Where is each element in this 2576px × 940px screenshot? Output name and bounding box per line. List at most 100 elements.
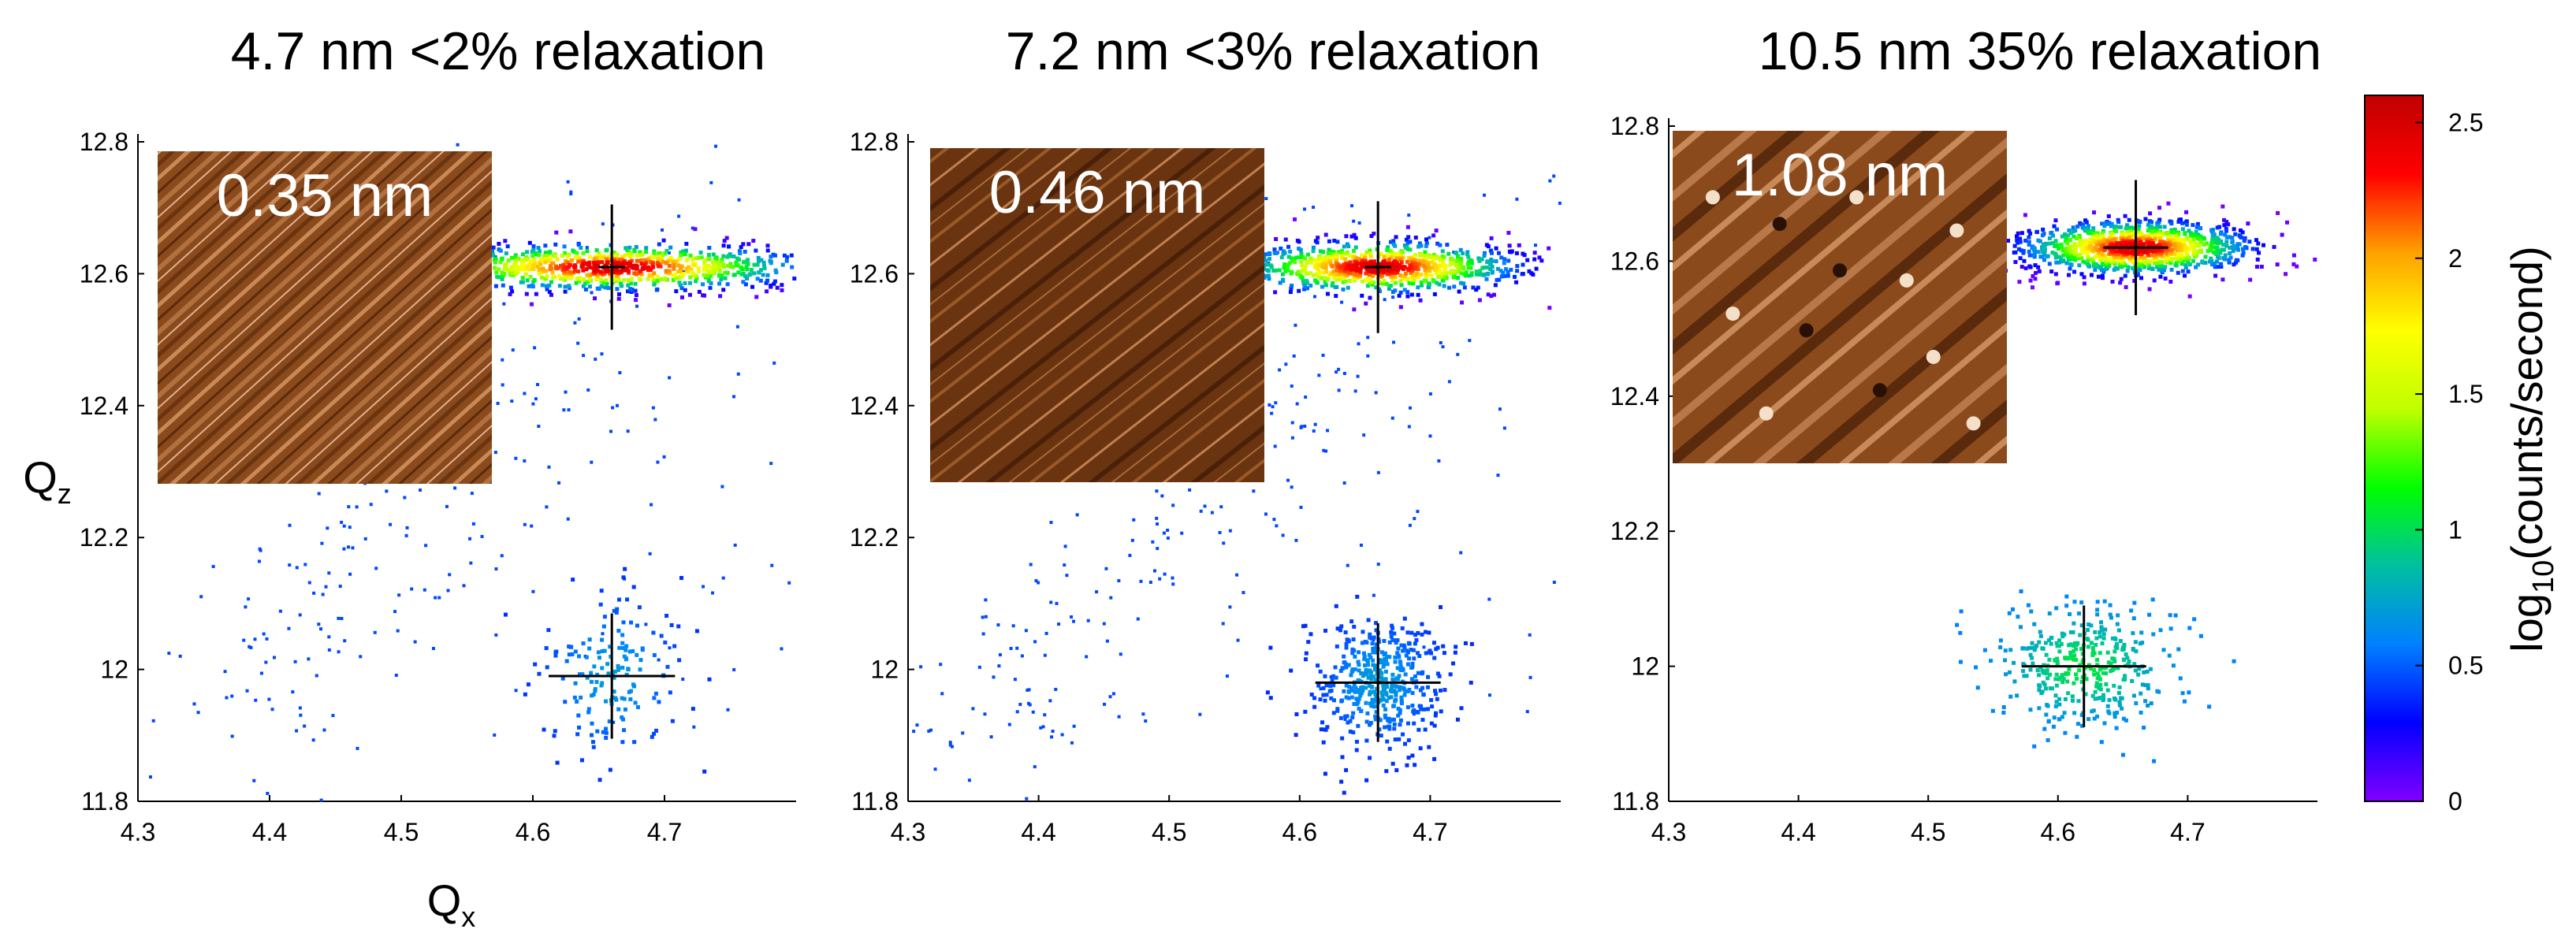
scatter-point (659, 277, 664, 281)
scatter-point (585, 249, 590, 254)
scatter-point (1432, 292, 1437, 296)
scatter-point (2091, 228, 2096, 233)
scatter-point (706, 252, 711, 257)
scatter-point (736, 257, 741, 262)
scatter-point (553, 254, 557, 258)
scatter-point (1290, 385, 1294, 388)
scatter-point (2218, 251, 2223, 255)
scatter-point (1425, 685, 1430, 689)
scatter-point (2135, 271, 2140, 276)
scatter-point (1398, 273, 1402, 277)
scatter-point (1338, 268, 1343, 273)
scatter-point (562, 408, 566, 412)
scatter-point (594, 256, 599, 261)
scatter-point (1409, 648, 1413, 652)
scatter-point (2051, 240, 2056, 245)
scatter-point (2027, 235, 2031, 240)
scatter-point (2071, 630, 2075, 634)
scatter-point (1219, 505, 1223, 509)
colorbar-label: log10(counts/second) (2502, 246, 2560, 652)
scatter-point (2138, 268, 2142, 273)
scatter-point (1188, 488, 1192, 492)
scatter-point (2131, 266, 2135, 270)
scatter-point (543, 243, 548, 248)
scatter-point (2224, 243, 2229, 248)
scatter-point (616, 663, 620, 668)
scatter-point (1366, 675, 1371, 680)
scatter-point (605, 261, 609, 266)
scatter-point (668, 245, 673, 250)
scatter-point (2043, 241, 2048, 246)
scatter-point (2146, 244, 2151, 249)
scatter-point (1357, 257, 1361, 262)
scatter-point (601, 624, 606, 629)
scatter-point (1348, 729, 1353, 734)
scatter-point (468, 537, 472, 541)
scatter-point (933, 767, 937, 771)
scatter-point (638, 667, 642, 672)
scatter-point (1286, 478, 1290, 482)
scatter-point (1441, 345, 1445, 349)
scatter-point (1034, 579, 1038, 583)
scatter-point (2172, 251, 2177, 256)
scatter-point (2173, 233, 2178, 238)
scatter-point (2057, 255, 2061, 259)
scatter-point (1392, 726, 1397, 731)
scatter-point (1422, 253, 1427, 258)
scatter-point (667, 269, 672, 273)
scatter-point (1390, 416, 1394, 420)
scatter-point (2059, 641, 2064, 646)
scatter-point (2113, 637, 2118, 641)
scatter-point (2030, 641, 2034, 645)
scatter-point (1420, 622, 1424, 626)
scatter-point (735, 325, 739, 329)
scatter-point (577, 255, 582, 260)
scatter-point (2089, 623, 2094, 628)
scatter-point (2001, 705, 2006, 710)
scatter-point (1407, 656, 1412, 661)
scatter-point (1447, 285, 1452, 290)
scatter-point (327, 635, 331, 639)
scatter-point (1392, 722, 1397, 726)
scatter-point (561, 262, 566, 267)
scatter-point (702, 260, 707, 265)
scatter-point (1442, 651, 1446, 656)
scatter-point (1324, 693, 1329, 697)
scatter-point (211, 565, 215, 569)
scatter-point (1370, 701, 1375, 706)
scatter-point (2213, 240, 2218, 245)
scatter-point (1070, 741, 1074, 745)
scatter-point (1416, 630, 1420, 635)
scatter-point (1431, 233, 1436, 238)
scatter-point (1349, 686, 1353, 691)
scatter-point (1166, 536, 1170, 540)
scatter-point (699, 255, 704, 260)
scatter-point (500, 554, 504, 558)
scatter-point (755, 277, 760, 281)
scatter-point (706, 277, 711, 282)
scatter-point (530, 284, 534, 288)
scatter-point (2073, 250, 2078, 255)
scatter-point (615, 252, 620, 257)
scatter-point (1359, 708, 1364, 713)
scatter-point (570, 652, 575, 656)
panel-title: 7.2 nm <3% relaxation (1006, 21, 1541, 81)
scatter-point (1454, 258, 1459, 263)
scatter-point (1469, 261, 1474, 266)
colorbar-tick-label: 1.5 (2448, 380, 2483, 408)
scatter-point (2121, 716, 2126, 721)
scatter-point (2259, 264, 2264, 269)
scatter-point (1312, 704, 1317, 709)
scatter-point (369, 503, 373, 507)
scatter-point (1343, 279, 1348, 284)
scatter-point (1420, 685, 1425, 690)
scatter-point (501, 358, 504, 362)
scatter-point (2046, 254, 2050, 258)
scatter-point (2202, 243, 2206, 247)
scatter-point (2078, 633, 2083, 637)
scatter-point (1387, 746, 1392, 751)
scatter-point (545, 505, 549, 509)
scatter-point (1160, 494, 1164, 498)
scatter-point (637, 277, 642, 281)
scatter-point (1384, 263, 1389, 268)
